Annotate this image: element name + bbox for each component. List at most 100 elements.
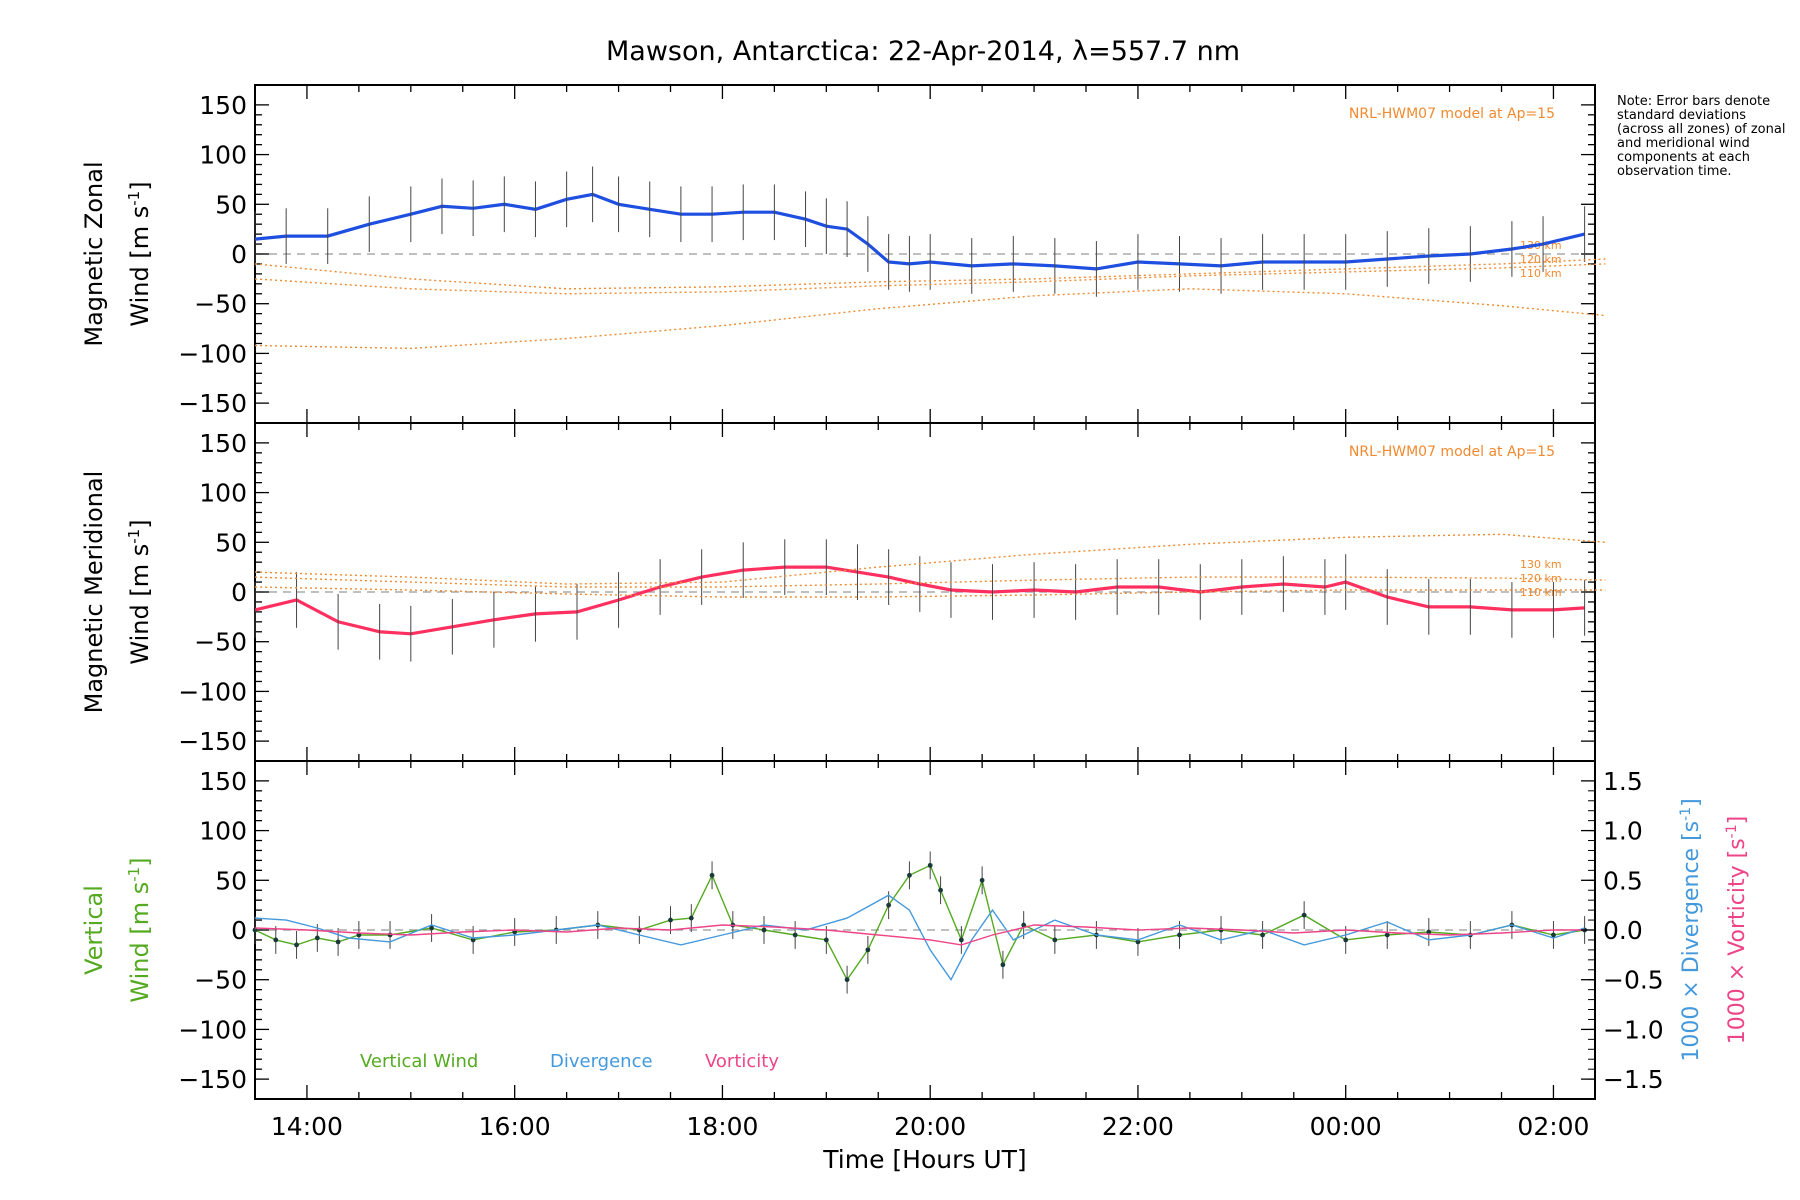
y2-tick-label: 1.0 [1603,817,1643,846]
y-tick-label: −50 [194,966,247,995]
data-point [1343,937,1349,943]
y-tick-label: 0 [231,916,247,945]
data-point [314,935,320,941]
y-tick-label: 100 [199,817,247,846]
error-bar-note: Note: Error bars denote standard deviati… [1617,94,1786,179]
x-tick-label: 16:00 [479,1112,551,1141]
data-point [1135,939,1141,945]
divergence-line [254,894,1585,982]
data-point [252,927,258,933]
data-point [938,887,943,893]
data-point [865,947,871,953]
data-point [1551,932,1556,938]
chart-title: Mawson, Antarctica: 22-Apr-2014, λ=557.7… [606,36,1240,67]
altitude-label: 110 km [1520,267,1562,280]
data-point [979,877,985,883]
x-tick-label: 20:00 [894,1112,966,1141]
vertical-wind-line [254,864,1585,982]
zonal-model-label: NRL-HWM07 model at Ap=15 [1349,106,1555,122]
meridional-ylabel-line1: Magnetic Meridional [80,471,108,714]
y2-tick-label: −1.0 [1603,1015,1664,1044]
x-tick-label: 00:00 [1310,1112,1382,1141]
vorticity-line [254,924,1585,946]
data-point [387,932,393,938]
meridional-panel: −150 −100 −50 0 50 100 150 Magnetic Meridional W… [80,422,1606,762]
data-point [761,927,767,933]
y-tick-label: −50 [194,628,247,657]
vertical-ylabel-line2: Wind [m s-1] [125,857,154,1002]
zonal-ylabel-line2: Wind [m s-1] [125,181,154,326]
data-point [470,937,476,943]
legend-divergence: Divergence [550,1051,653,1072]
meridional-ylabel-line2: Wind [m s-1] [125,519,154,664]
vertical-panel: −150 −100 −50 0 50 100 150 Vertical Wind [m s-1]… [80,760,1750,1100]
zonal-panel: −150 −100 −50 0 50 100 150 Magnetic Zonal Wind [… [80,84,1606,424]
data-point [709,872,715,878]
y2-tick-label: 0.0 [1603,916,1643,945]
data-point [792,932,798,938]
data-point [844,977,850,983]
legend-vertical-wind: Vertical Wind [360,1051,478,1072]
x-tick-label: 14:00 [271,1112,343,1141]
zonal-model-line [254,263,1606,295]
y-tick-label: −100 [178,1015,247,1044]
data-point [356,932,362,938]
zonal-model-line [254,288,1606,350]
data-point [1301,912,1307,918]
y-tick-label: 150 [199,429,247,458]
meridional-model-line [254,576,1606,588]
y-tick-label: −150 [178,389,247,418]
data-point [823,937,829,943]
data-point [886,902,892,908]
data-point [927,862,933,868]
y-tick-label: −150 [178,727,247,756]
x-axis-label: Time [Hours UT] [822,1145,1026,1174]
y-tick-label: 0 [231,578,247,607]
data-point [1177,932,1182,938]
data-point [1000,962,1006,968]
y-tick-label: 50 [215,528,247,557]
divergence-axis-label: 1000 × Divergence [s-1] [1678,798,1704,1061]
zonal-wind-line [254,192,1585,271]
data-point [1218,927,1224,933]
y-tick-label: 150 [199,91,247,120]
meridional-model-line [254,533,1606,585]
y-tick-label: 100 [199,479,247,508]
x-tick-label: 02:00 [1517,1112,1589,1141]
y-tick-label: 150 [199,767,247,796]
y-tick-label: 50 [215,190,247,219]
data-point [668,917,673,923]
y-tick-label: −100 [178,339,247,368]
vertical-ylabel-line1: Vertical [80,885,108,975]
legend-vorticity: Vorticity [705,1051,779,1072]
data-point [1384,932,1390,938]
y-tick-label: −100 [178,677,247,706]
zonal-ylabel-line1: Magnetic Zonal [80,161,108,346]
data-point [907,872,912,878]
meridional-model-line [254,586,1606,598]
y-tick-label: 100 [199,141,247,170]
data-point [512,929,518,935]
data-point [429,925,434,931]
y2-tick-label: −0.5 [1603,966,1664,995]
altitude-label: 130 km [1520,558,1562,571]
data-point [273,937,279,943]
data-point [1426,929,1432,935]
y2-tick-label: 0.5 [1603,866,1643,895]
data-point [1021,922,1027,928]
data-point [1052,937,1058,943]
y2-tick-label: −1.5 [1603,1065,1664,1094]
x-tick-label: 22:00 [1102,1112,1174,1141]
y-tick-label: −50 [194,290,247,319]
x-axis: 14:00 16:00 18:00 20:00 22:00 00:00 02:00 Time … [271,1112,1590,1174]
altitude-label: 110 km [1520,586,1562,599]
altitude-label: 120 km [1520,253,1562,266]
x-tick-label: 18:00 [686,1112,758,1141]
data-point [958,937,964,943]
meridional-model-label: NRL-HWM07 model at Ap=15 [1349,444,1555,460]
data-point [335,939,341,945]
y-tick-label: −150 [178,1065,247,1094]
vorticity-axis-label: 1000 × Vorticity [s-1] [1724,816,1750,1044]
data-point [294,942,299,948]
